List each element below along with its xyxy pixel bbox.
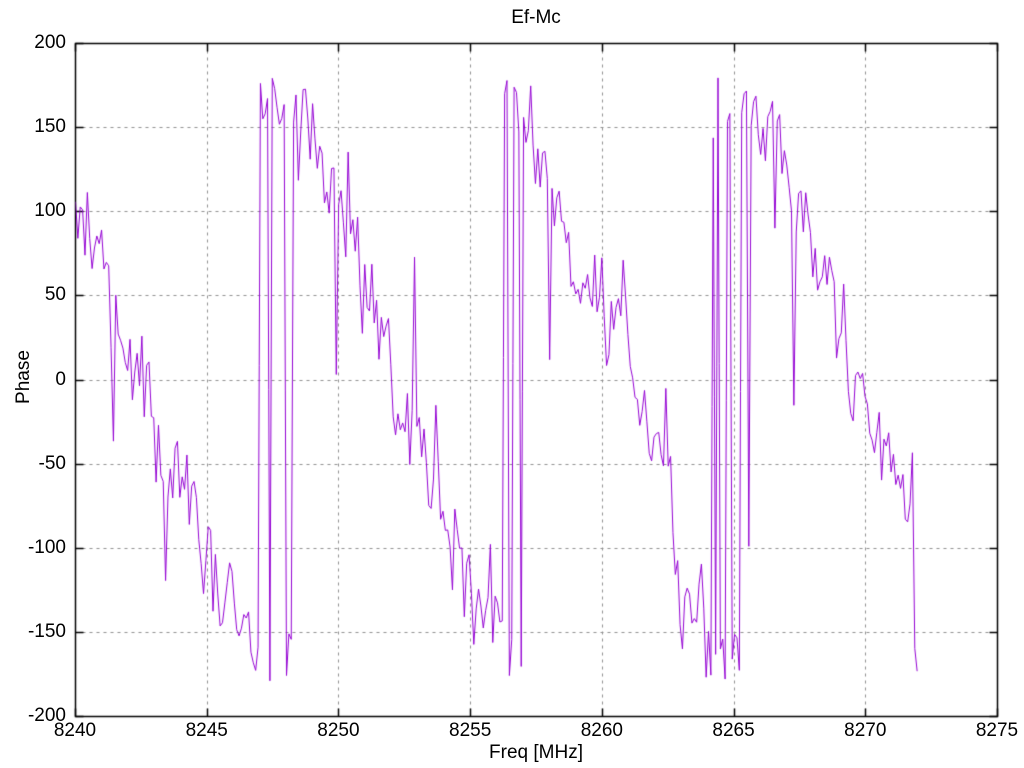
y-tick-label: -150 xyxy=(27,620,66,642)
x-tick-label: 8260 xyxy=(580,720,623,741)
x-tick-label: 8250 xyxy=(317,720,360,741)
x-tick-label: 8240 xyxy=(53,720,97,741)
x-axis-label: Freq [MHz] xyxy=(489,742,583,763)
x-tick-label: 8255 xyxy=(449,720,492,741)
x-tick-label: 8265 xyxy=(712,720,755,741)
x-tick-label: 8245 xyxy=(185,720,228,741)
y-tick-label: 150 xyxy=(34,116,66,138)
y-tick-label: -50 xyxy=(38,452,66,474)
plot-title: Ef-Mc xyxy=(511,7,561,28)
x-tick-label: 8270 xyxy=(844,720,887,741)
y-tick-label: 100 xyxy=(34,200,66,222)
y-tick-label: 0 xyxy=(55,368,66,390)
y-tick-label: -100 xyxy=(27,536,66,558)
y-tick-label: -200 xyxy=(27,705,66,726)
y-tick-label: 50 xyxy=(44,284,66,306)
y-tick-label: 200 xyxy=(34,32,66,53)
x-tick-label: 8275 xyxy=(975,720,1019,741)
